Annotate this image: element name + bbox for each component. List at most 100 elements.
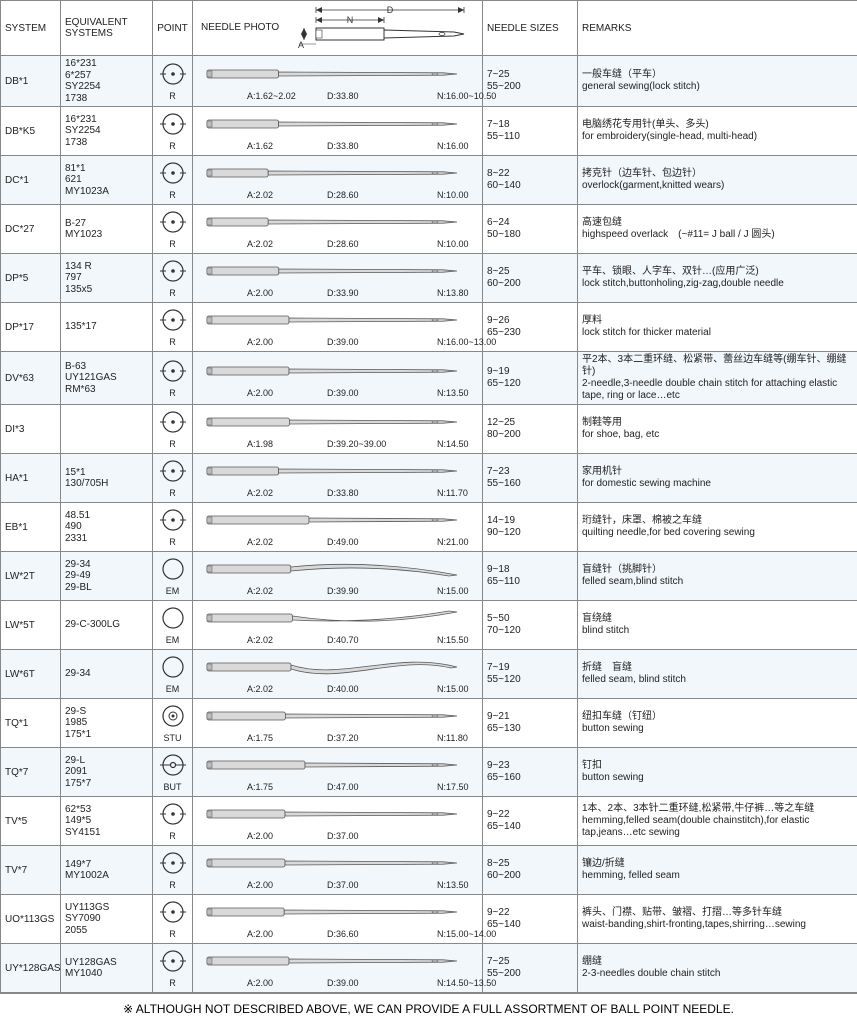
cell-equiv: 81*1621MY1023A — [61, 156, 153, 205]
cell-remarks: 高速包缝highspeed overlack (~#11= J ball / J… — [578, 205, 857, 254]
point-icon — [157, 605, 188, 634]
cell-needle-photo: A:2.02D:39.90N:15.00 — [193, 552, 483, 601]
cell-point: R — [153, 107, 193, 156]
cell-needle-photo: A:1.98D:39.20~39.00N:14.50 — [193, 405, 483, 454]
cell-remarks: 制鞋等用for shoe, bag, etc — [578, 405, 857, 454]
cell-equiv: 29-L2091175*7 — [61, 748, 153, 797]
cell-remarks: 厚料lock stitch for thicker material — [578, 303, 857, 352]
cell-system: DV*63 — [1, 352, 61, 405]
cell-system: DP*5 — [1, 254, 61, 303]
cell-equiv: UY113GSSY70902055 — [61, 895, 153, 944]
cell-remarks: 拷克针（边车针、包边针）overlock(garment,knitted wea… — [578, 156, 857, 205]
needle-icon — [197, 606, 478, 633]
point-icon — [157, 61, 188, 90]
table-row: TQ*729-L2091175*7BUT A:1.75D:47.00N:17.5… — [1, 748, 857, 797]
cell-needle-photo: A:2.00D:39.00N:16.00~13.00 — [193, 303, 483, 352]
cell-system: LW*6T — [1, 650, 61, 699]
cell-point: R — [153, 405, 193, 454]
point-icon — [157, 948, 188, 977]
cell-system: DB*K5 — [1, 107, 61, 156]
needle-icon — [197, 655, 478, 682]
point-icon — [157, 801, 188, 830]
point-icon — [157, 752, 188, 781]
table-row: DB*116*2316*257SY22541738R A:1.62~2.02D:… — [1, 56, 857, 107]
cell-point: R — [153, 944, 193, 993]
cell-sizes: 12~2580~200 — [483, 405, 578, 454]
cell-needle-photo: A:2.02D:33.80N:11.70 — [193, 454, 483, 503]
cell-system: DC*27 — [1, 205, 61, 254]
cell-point: EM — [153, 601, 193, 650]
header-row: SYSTEM EQUIVALENT SYSTEMS POINT NEEDLE P… — [1, 1, 857, 56]
cell-needle-photo: A:2.00D:39.00N:13.50 — [193, 352, 483, 405]
cell-system: EB*1 — [1, 503, 61, 552]
cell-remarks: 镶边/折缝hemming, felled seam — [578, 846, 857, 895]
cell-point: R — [153, 56, 193, 107]
cell-sizes: 9~2365~160 — [483, 748, 578, 797]
needle-icon — [197, 308, 478, 335]
cell-needle-photo: A:2.02D:40.00N:15.00 — [193, 650, 483, 699]
cell-remarks: 绷缝2-3-needles double chain stitch — [578, 944, 857, 993]
cell-equiv: 15*1130/705H — [61, 454, 153, 503]
table-row: DC*27B-27MY1023R A:2.02D:28.60N:10.006~2… — [1, 205, 857, 254]
table-row: DC*181*1621MY1023AR A:2.02D:28.60N:10.00… — [1, 156, 857, 205]
cell-needle-photo: A:1.75D:47.00N:17.50 — [193, 748, 483, 797]
cell-point: R — [153, 846, 193, 895]
cell-remarks: 电脑绣花专用针(单头、多头)for embroidery(single-head… — [578, 107, 857, 156]
cell-needle-photo: A:2.02D:49.00N:21.00 — [193, 503, 483, 552]
point-icon — [157, 307, 188, 336]
point-icon — [157, 358, 188, 387]
cell-system: DB*1 — [1, 56, 61, 107]
diagram-label-d: D — [387, 5, 394, 15]
needle-icon — [197, 359, 478, 386]
cell-remarks: 盲缝针（挑脚针）felled seam,blind stitch — [578, 552, 857, 601]
cell-remarks: 1本、2本、3本针二重环缝,松紧带,牛仔裤…等之车缝hemming,felled… — [578, 797, 857, 846]
cell-sizes: 9~2265~140 — [483, 797, 578, 846]
cell-remarks: 裤头、门襟、贴带、皱褶、打摺…等多针车缝waist-banding,shirt-… — [578, 895, 857, 944]
needle-icon — [197, 508, 478, 535]
cell-system: HA*1 — [1, 454, 61, 503]
cell-sizes: 9~1865~110 — [483, 552, 578, 601]
cell-needle-photo: A:2.00D:39.00N:14.50~13.50 — [193, 944, 483, 993]
cell-point: R — [153, 254, 193, 303]
cell-system: DC*1 — [1, 156, 61, 205]
cell-remarks: 一般车缝（平车）general sewing(lock stitch) — [578, 56, 857, 107]
cell-sizes: 7~2555~200 — [483, 944, 578, 993]
cell-needle-photo: A:1.62D:33.80N:16.00 — [193, 107, 483, 156]
cell-point: R — [153, 895, 193, 944]
cell-point: R — [153, 205, 193, 254]
cell-equiv: B-27MY1023 — [61, 205, 153, 254]
table-row: LW*6T29-34EM A:2.02D:40.00N:15.007~1955~… — [1, 650, 857, 699]
table-row: TV*562*53149*5SY4151R A:2.00D:37.009~226… — [1, 797, 857, 846]
cell-needle-photo: A:1.75D:37.20N:11.80 — [193, 699, 483, 748]
table-row: UY*128GASUY128GASMY1040R A:2.00D:39.00N:… — [1, 944, 857, 993]
cell-sizes: 9~2665~230 — [483, 303, 578, 352]
cell-remarks: 折缝 盲缝felled seam, blind stitch — [578, 650, 857, 699]
cell-remarks: 家用机针for domestic sewing machine — [578, 454, 857, 503]
needle-icon — [197, 210, 478, 237]
cell-system: UO*113GS — [1, 895, 61, 944]
cell-sizes: 14~1990~120 — [483, 503, 578, 552]
diagram-label-n: N — [347, 15, 354, 25]
cell-point: R — [153, 303, 193, 352]
needle-icon — [197, 259, 478, 286]
cell-equiv: 29-34 — [61, 650, 153, 699]
needle-icon — [197, 753, 478, 780]
cell-equiv: 29-C-300LG — [61, 601, 153, 650]
cell-system: TQ*1 — [1, 699, 61, 748]
table-row: UO*113GSUY113GSSY70902055R A:2.00D:36.60… — [1, 895, 857, 944]
cell-point: R — [153, 454, 193, 503]
point-icon — [157, 654, 188, 683]
diagram-label-a: A — [298, 40, 304, 50]
cell-needle-photo: A:2.00D:37.00N:13.50 — [193, 846, 483, 895]
cell-equiv: 16*2316*257SY22541738 — [61, 56, 153, 107]
cell-needle-photo: A:2.00D:36.60N:15.00~14.00 — [193, 895, 483, 944]
cell-sizes: 9~2265~140 — [483, 895, 578, 944]
cell-needle-photo: A:2.02D:40.70N:15.50 — [193, 601, 483, 650]
cell-sizes: 8~2560~200 — [483, 254, 578, 303]
cell-equiv: 134 R797135x5 — [61, 254, 153, 303]
cell-equiv: 16*231SY22541738 — [61, 107, 153, 156]
needle-icon — [197, 62, 478, 89]
needle-icon — [197, 851, 478, 878]
cell-sizes: 7~1955~120 — [483, 650, 578, 699]
cell-sizes: 7~2555~200 — [483, 56, 578, 107]
